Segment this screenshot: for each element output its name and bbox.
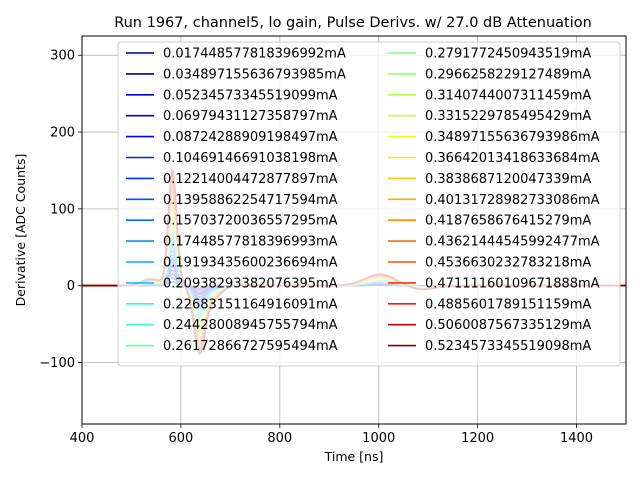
legend-label: 0.47111160109671888mA [425, 276, 600, 291]
legend-label: 0.34897155636793986mA [425, 130, 600, 145]
ticks: 400 600 800 1000 1200 1400 −100 0 100 200 300 [39, 49, 593, 446]
x-tick-label: 1200 [461, 431, 494, 446]
legend-label: 0.13958862254717594mA [163, 193, 338, 208]
legend-label: 0.26172866727595494mA [163, 339, 338, 354]
legend-label: 0.05234573345519099mA [163, 88, 338, 103]
legend-box [117, 41, 621, 367]
legend-label: 0.20938293382076395mA [163, 276, 338, 291]
x-tick-label: 1400 [560, 431, 593, 446]
legend-label: 0.15703720036557295mA [163, 214, 338, 229]
legend-label: 0.017448577818396992mA [163, 47, 346, 62]
legend-label: 0.3838687120047339mA [425, 172, 591, 187]
chart-title: Run 1967, channel5, lo gain, Pulse Deriv… [114, 15, 592, 31]
legend-label: 0.10469146691038198mA [163, 151, 338, 166]
legend-label: 0.24428008945755794mA [163, 318, 338, 333]
y-axis-label: Derivative [ADC Counts] [13, 154, 28, 307]
legend-label: 0.22683151164916091mA [163, 297, 338, 312]
x-tick-label: 600 [168, 431, 193, 446]
legend: 0.017448577818396992mA 0.0348971556367939… [117, 41, 621, 367]
legend-label: 0.12214004472877897mA [163, 172, 338, 187]
legend-label: 0.5060087567335129mA [425, 318, 591, 333]
x-tick-label: 1000 [362, 431, 395, 446]
legend-label: 0.4885601789151159mA [425, 297, 591, 312]
legend-label: 0.19193435600236694mA [163, 256, 338, 271]
legend-label: 0.08724288909198497mA [163, 130, 338, 145]
legend-label: 0.17448577818396993mA [163, 235, 338, 250]
legend-label: 0.3315229785495429mA [425, 109, 591, 124]
legend-label: 0.3140744007311459mA [425, 88, 591, 103]
legend-label: 0.2791772450943519mA [425, 47, 591, 62]
axes-frame [81, 35, 627, 425]
x-tick-label: 800 [267, 431, 292, 446]
y-tick-label: −100 [39, 356, 75, 371]
legend-label: 0.36642013418633684mA [425, 151, 600, 166]
legend-label: 0.43621444545992477mA [425, 235, 600, 250]
legend-label: 0.4187658676415279mA [425, 214, 591, 229]
x-tick-label: 400 [70, 431, 95, 446]
legend-label: 0.034897155636793985mA [163, 67, 346, 82]
legend-label: 0.4536630232783218mA [425, 256, 591, 271]
y-tick-label: 100 [50, 202, 75, 217]
legend-label: 0.2966258229127489mA [425, 67, 591, 82]
x-axis-label: Time [ns] [324, 449, 384, 464]
y-tick-label: 300 [50, 49, 75, 64]
legend-label: 0.5234573345519098mA [425, 339, 591, 354]
y-tick-label: 200 [50, 126, 75, 141]
y-tick-label: 0 [67, 279, 75, 294]
legend-label: 0.06979431127358797mA [163, 109, 338, 124]
legend-label: 0.40131728982733086mA [425, 193, 600, 208]
